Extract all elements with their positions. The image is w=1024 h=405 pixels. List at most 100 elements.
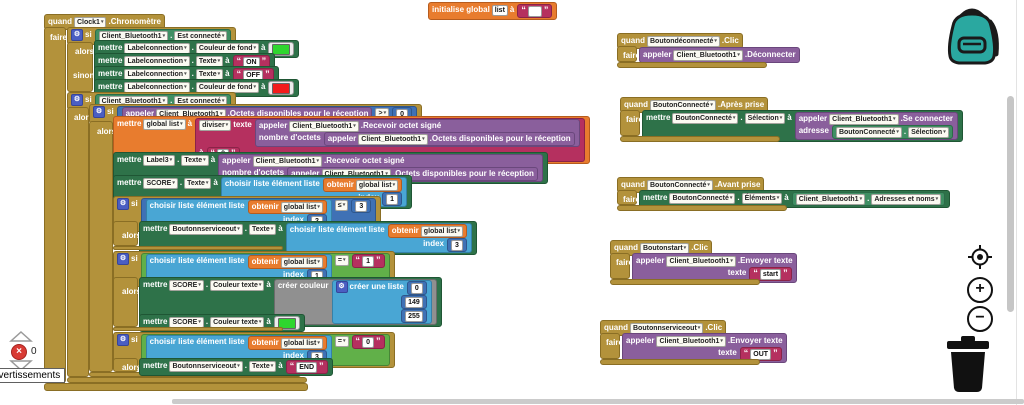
dropdown[interactable]: diviser ▾ [199,120,232,131]
horizontal-scrollbar[interactable] [172,399,1024,404]
if-index3-spine[interactable] [113,358,138,372]
orange-block[interactable]: obtenir global list ▾ [387,224,467,238]
value-field[interactable]: 3 [450,240,463,251]
dropdown[interactable]: global list ▾ [143,119,186,130]
if-index1-foot[interactable] [113,327,283,331]
set-score-textcolor-green[interactable]: mettre SCORE ▾. Couleur texte ▾ à [139,314,305,332]
gray-block[interactable]: créer couleur ⚙ créer une liste 0 149 255 [273,279,437,325]
dropdown[interactable]: Boutondéconnecté ▾ [647,36,720,47]
getter-block[interactable]: Client_Bluetooth1 ▾. Adresses et noms ▾ [791,192,946,206]
mutator-gear-icon[interactable]: ⚙ [71,29,83,41]
dropdown[interactable]: = ▾ [334,336,349,347]
if-connected-2-spine[interactable] [67,107,89,377]
event-connect-before-header[interactable]: quand BoutonConnecté ▾ .Avant prise [617,177,765,193]
value-field[interactable]: start [759,269,782,280]
vertical-scrollbar[interactable] [1007,96,1014,312]
crimson-block[interactable]: diviser ▾ texte appeler Client_Bluetooth1 ▾ .R… [195,118,585,162]
call-send-out[interactable]: appeler Client_Bluetooth1 ▾ .Envoyer texte t… [622,333,787,363]
zoom-out-button[interactable]: − [967,306,993,332]
call-disconnect[interactable]: appeler Client_Bluetooth1 ▾ .Déconnecter [639,47,800,63]
math-block[interactable]: 1 [382,192,403,206]
math-block[interactable]: 255 [401,309,427,323]
mutator-gear-icon[interactable]: ⚙ [71,94,83,106]
zoom-in-button[interactable]: + [967,277,993,303]
backpack-icon[interactable] [940,2,1004,68]
dropdown[interactable]: Adresses et noms ▾ [871,194,942,205]
dropdown[interactable]: Texte ▾ [181,155,209,166]
purple-block[interactable]: appeler Client_Bluetooth1 ▾ .Se connecter ad… [794,112,958,140]
error-indicator[interactable]: × [11,344,27,360]
crimson-block[interactable]: “0” [351,335,385,349]
purple-block[interactable]: appeler Client_Bluetooth1 ▾ .Recevoir octet… [218,154,543,182]
frame-block[interactable] [268,42,295,56]
value-field[interactable]: 1 [386,194,399,205]
dropdown[interactable]: SCORE ▾ [143,178,178,189]
value-field[interactable]: 0 [362,337,375,348]
dropdown[interactable]: Client_Bluetooth1▾ [289,121,359,132]
color-swatch[interactable] [272,44,291,55]
event-connect-before-spine[interactable] [617,190,637,205]
dropdown[interactable]: Client_Bluetooth1▾ [829,114,899,125]
if-bytes-available-spine[interactable] [89,121,113,372]
if-index3-header[interactable]: ⚙ si choisir liste élément liste obtenir glob… [113,332,395,368]
orange-block[interactable]: obtenir global list ▾ [247,336,327,350]
dropdown[interactable]: Client_Bluetooth1▾ [358,134,428,145]
dropdown[interactable]: Couleur texte ▾ [210,280,265,291]
value-field[interactable]: 3 [355,201,368,212]
value-field[interactable]: 149 [405,297,423,308]
event-clock-spine[interactable] [44,27,66,383]
value-field[interactable]: 0 [410,283,423,294]
set-label3-text[interactable]: mettre Label3 ▾. Texte ▾ à appeler Client_Bluet… [113,152,548,184]
dropdown[interactable]: Éléments ▾ [741,193,783,204]
dropdown[interactable]: global list ▾ [280,202,323,213]
math-block[interactable]: 3 [446,238,467,252]
event-disconnect-spine[interactable] [617,46,637,62]
center-view-button[interactable] [967,244,993,270]
orange-block[interactable]: obtenir global list ▾ [247,255,327,269]
value-field[interactable]: 1 [362,256,375,267]
event-serviceout-foot[interactable] [600,359,760,365]
value-field[interactable] [527,6,542,17]
set-connect-elements[interactable]: mettre BoutonConnecté ▾. Éléments ▾ à Client_B… [639,190,951,208]
dropdown[interactable]: ≤ ▾ [334,200,349,211]
lists-block[interactable]: choisir liste élément liste obtenir global … [285,223,472,253]
event-start-spine[interactable] [610,253,630,279]
value-field[interactable]: 255 [405,311,423,322]
value-field[interactable]: END [296,362,318,373]
dropdown[interactable]: Client_Bluetooth1▾ [252,156,323,167]
trash-icon[interactable] [943,336,993,392]
dropdown[interactable]: SCORE ▾ [169,280,204,291]
set-global-list-split[interactable]: mettre global list ▾ à diviser ▾ texte appeler C… [113,116,590,164]
event-connect-after-foot[interactable] [620,136,780,142]
crimson-block[interactable]: “END” [285,360,328,374]
if-index1-spine[interactable] [113,277,138,327]
math-block[interactable]: 3 [351,199,372,213]
value-field[interactable]: list [491,5,508,16]
dropdown[interactable]: BoutonConnecté ▾ [672,113,739,124]
dropdown[interactable]: global list ▾ [420,226,463,237]
orange-block[interactable]: obtenir global list ▾ [247,200,327,214]
init-global-list[interactable]: initialise global list à “ ” [428,2,558,20]
dropdown[interactable]: Client_Bluetooth1▾ [656,336,726,347]
event-connect-after-spine[interactable] [620,110,640,136]
set-serviceout-text-end[interactable]: mettre Boutonnserviceout ▾. Texte ▾ à “END” [139,358,333,376]
dropdown[interactable]: Client_Bluetooth1▾ [673,50,743,61]
orange-block[interactable]: obtenir global list ▾ [322,178,403,192]
dropdown[interactable]: Texte ▾ [184,178,212,189]
event-start-foot[interactable] [610,279,760,285]
mutator-gear-icon[interactable]: ⚙ [117,334,129,346]
warning-prev-button[interactable] [9,330,33,343]
math-block[interactable]: 149 [401,295,427,309]
crimson-block[interactable]: “1” [351,254,385,268]
if-connected-2-foot[interactable] [67,377,307,383]
dropdown[interactable]: Boutonnserviceout ▾ [169,224,243,235]
dropdown[interactable]: global list ▾ [280,338,323,349]
dropdown[interactable]: global list ▾ [355,180,399,191]
dropdown[interactable]: Label3 ▾ [143,155,176,166]
dropdown[interactable]: Client_Bluetooth1▾ [795,194,866,205]
color-swatch[interactable] [272,83,291,94]
event-serviceout-spine[interactable] [600,333,620,359]
dropdown[interactable]: Texte ▾ [249,361,277,372]
if-index2-foot[interactable] [113,246,283,250]
